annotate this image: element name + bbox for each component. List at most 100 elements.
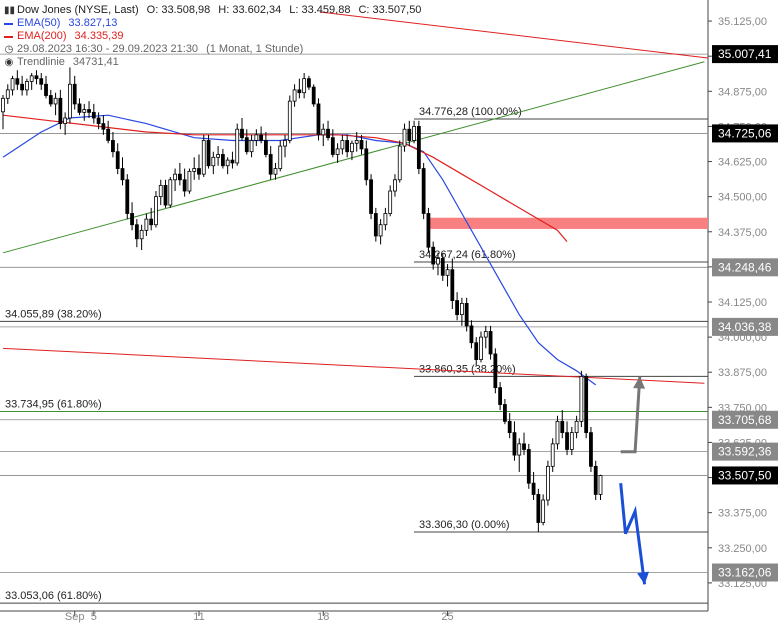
candle-body[interactable] — [359, 140, 364, 150]
candle-body[interactable] — [29, 75, 34, 82]
candle-body[interactable] — [302, 78, 307, 94]
candle-body[interactable] — [20, 83, 25, 91]
candle-body[interactable] — [493, 353, 498, 389]
candle-body[interactable] — [584, 376, 589, 434]
candle-body[interactable] — [464, 302, 469, 327]
candle-body[interactable] — [254, 134, 259, 141]
candle-body[interactable] — [244, 137, 249, 153]
candle-body[interactable] — [412, 126, 416, 141]
candle-body[interactable] — [546, 465, 550, 501]
candle-body[interactable] — [125, 179, 130, 214]
candle-body[interactable] — [154, 196, 158, 226]
candle-body[interactable] — [311, 86, 316, 105]
candle-body[interactable] — [111, 140, 115, 153]
candle-body[interactable] — [177, 173, 182, 181]
candle-body[interactable] — [455, 300, 460, 316]
candle-body[interactable] — [225, 159, 230, 167]
candle-body[interactable] — [488, 331, 493, 355]
candle-body[interactable] — [278, 145, 283, 169]
legend-ema50-row[interactable]: EMA(50) 33.827,13 — [4, 17, 421, 30]
candle-body[interactable] — [48, 95, 53, 105]
candle-body[interactable] — [287, 100, 292, 141]
candle-body[interactable] — [101, 123, 106, 130]
candle-body[interactable] — [383, 213, 388, 226]
candle-body[interactable] — [5, 89, 10, 99]
candle-body[interactable] — [201, 140, 206, 175]
candle-body[interactable] — [82, 109, 87, 113]
candle-body[interactable] — [211, 156, 216, 167]
candle-body[interactable] — [560, 420, 565, 434]
candle-body[interactable] — [373, 213, 378, 237]
candle-body[interactable] — [345, 140, 350, 153]
candle-body[interactable] — [273, 168, 278, 175]
candle-body[interactable] — [459, 302, 464, 316]
candle-body[interactable] — [297, 89, 302, 94]
candle-body[interactable] — [39, 78, 44, 85]
candle-body[interactable] — [91, 111, 96, 119]
candle-body[interactable] — [307, 78, 311, 88]
candle-body[interactable] — [502, 404, 507, 422]
candle-body[interactable] — [182, 179, 187, 192]
candle-body[interactable] — [565, 432, 569, 450]
candle-body[interactable] — [440, 258, 445, 276]
candle-body[interactable] — [474, 342, 479, 360]
candle-body[interactable] — [522, 443, 526, 450]
candle-body[interactable] — [139, 229, 144, 240]
candle-body[interactable] — [598, 475, 603, 495]
candle-body[interactable] — [192, 168, 197, 172]
candle-body[interactable] — [416, 126, 421, 169]
legend-ema200-row[interactable]: EMA(200) 34.335,39 — [4, 30, 421, 43]
candle-body[interactable] — [321, 128, 326, 136]
candle-body[interactable] — [106, 128, 111, 141]
candle-body[interactable] — [593, 465, 598, 495]
candle-body[interactable] — [206, 140, 211, 167]
candle-body[interactable] — [354, 140, 359, 144]
candle-body[interactable] — [144, 218, 149, 231]
candle-body[interactable] — [397, 145, 402, 181]
candle-body[interactable] — [426, 213, 431, 248]
candle-body[interactable] — [120, 168, 125, 181]
legend-trendline-row[interactable]: ◉ Trendlinie 34731,41 — [4, 56, 421, 69]
candle-body[interactable] — [469, 325, 474, 344]
candle-body[interactable] — [550, 443, 555, 467]
candle-body[interactable] — [407, 128, 412, 141]
candle-body[interactable] — [115, 151, 120, 169]
candle-body[interactable] — [378, 224, 383, 237]
candle-body[interactable] — [24, 81, 29, 91]
candle-body[interactable] — [579, 376, 584, 422]
candle-body[interactable] — [479, 336, 483, 360]
candle-body[interactable] — [158, 185, 163, 198]
candle-body[interactable] — [335, 148, 340, 155]
candle-body[interactable] — [589, 432, 593, 467]
candle-body[interactable] — [512, 432, 517, 456]
candle-body[interactable] — [369, 179, 373, 214]
candle-body[interactable] — [134, 224, 139, 240]
candle-body[interactable] — [58, 97, 63, 125]
candle-body[interactable] — [450, 269, 455, 301]
candle-body[interactable] — [263, 140, 268, 155]
candle-body[interactable] — [350, 142, 354, 153]
candle-body[interactable] — [536, 494, 541, 523]
candle-body[interactable] — [445, 269, 450, 276]
candle-body[interactable] — [326, 128, 330, 139]
candle-body[interactable] — [149, 218, 154, 226]
candle-body[interactable] — [197, 168, 201, 175]
candle-body[interactable] — [483, 331, 488, 338]
candle-body[interactable] — [531, 482, 536, 495]
candle-body[interactable] — [216, 154, 221, 158]
candle-body[interactable] — [316, 103, 321, 136]
candle-body[interactable] — [63, 117, 68, 125]
candle-body[interactable] — [96, 117, 101, 125]
candle-body[interactable] — [34, 75, 39, 80]
candle-body[interactable] — [240, 128, 244, 139]
candle-body[interactable] — [44, 83, 48, 96]
candle-body[interactable] — [68, 83, 72, 119]
candle-body[interactable] — [431, 246, 436, 265]
candle-body[interactable] — [230, 159, 235, 164]
candle-body[interactable] — [402, 128, 407, 147]
candle-body[interactable] — [235, 128, 240, 164]
candle-body[interactable] — [53, 97, 58, 105]
candle-body[interactable] — [541, 499, 546, 523]
